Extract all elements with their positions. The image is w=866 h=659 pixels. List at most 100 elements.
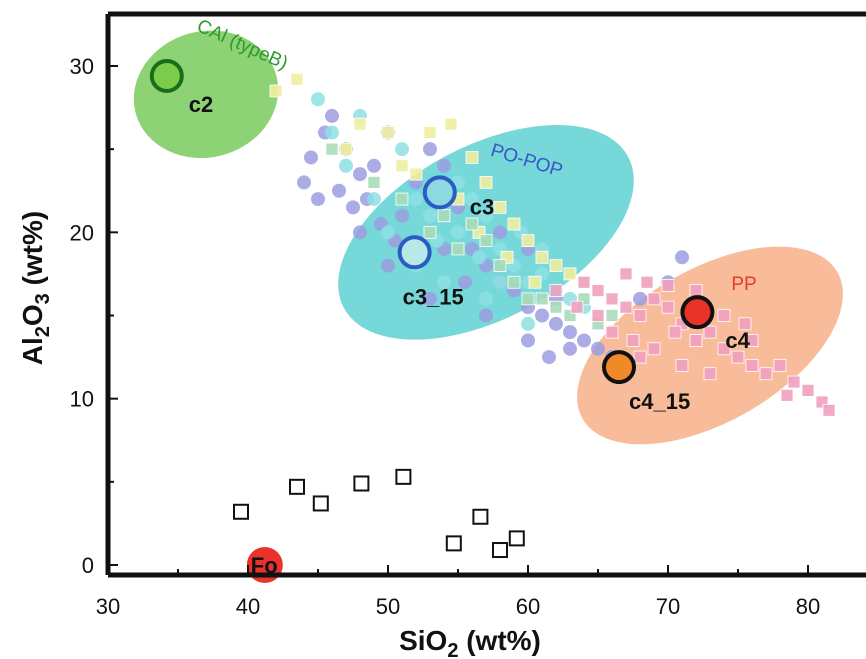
- data-point: [549, 300, 563, 314]
- data-point: [493, 200, 507, 214]
- labeled-point-marker: [149, 58, 184, 93]
- data-point: [549, 316, 563, 331]
- data-point: [563, 325, 577, 340]
- data-point: [353, 225, 367, 240]
- data-point: [535, 292, 549, 306]
- data-point: [591, 284, 605, 297]
- data-point: [591, 309, 605, 322]
- data-point: [717, 342, 731, 356]
- data-point: [465, 217, 479, 231]
- data-point: [353, 167, 367, 182]
- labeled-point-marker: [422, 175, 457, 210]
- data-point: [633, 309, 647, 322]
- data-point: [332, 183, 346, 198]
- data-point: [668, 325, 682, 339]
- data-point: [738, 317, 752, 331]
- data-point: [381, 258, 395, 273]
- field-label: PP: [731, 274, 756, 295]
- data-point: [290, 72, 304, 86]
- open-square-point: [395, 468, 412, 485]
- x-tick-label: 80: [796, 594, 820, 619]
- open-square-point: [445, 535, 462, 552]
- data-point: [437, 209, 451, 223]
- data-point: [325, 108, 339, 123]
- data-point: [647, 342, 661, 356]
- labeled-point-label: c3: [470, 194, 494, 219]
- data-point: [465, 192, 479, 207]
- data-point: [640, 275, 654, 289]
- x-tick-label: 60: [516, 594, 540, 619]
- open-square-point: [492, 542, 508, 559]
- data-point: [521, 333, 535, 348]
- open-square-point: [289, 478, 305, 495]
- data-point: [381, 126, 395, 139]
- data-point: [367, 176, 381, 189]
- data-point: [423, 291, 437, 306]
- data-point: [346, 200, 360, 215]
- data-point: [493, 259, 507, 273]
- data-point: [780, 388, 794, 402]
- data-point: [521, 292, 535, 306]
- data-point: [549, 284, 563, 297]
- data-point: [549, 259, 563, 273]
- y-tick-label: 10: [70, 387, 94, 412]
- data-point: [605, 292, 619, 306]
- data-point: [563, 341, 577, 356]
- data-point: [577, 275, 591, 289]
- data-point: [507, 275, 521, 289]
- data-point: [395, 208, 409, 223]
- data-point: [479, 176, 493, 189]
- data-point: [745, 358, 759, 372]
- x-tick-label: 40: [236, 594, 260, 619]
- x-tick-label: 70: [656, 594, 680, 619]
- data-cloud-layer: [269, 72, 836, 417]
- data-point: [367, 158, 381, 173]
- data-point: [423, 225, 437, 239]
- data-point: [689, 284, 703, 297]
- data-point: [647, 292, 661, 306]
- data-point: [451, 225, 465, 240]
- data-point: [339, 158, 353, 173]
- data-point: [367, 192, 381, 207]
- data-point: [521, 234, 535, 248]
- open-square-point: [508, 530, 525, 547]
- data-point: [479, 308, 493, 323]
- data-point: [605, 309, 619, 322]
- open-square-point: [233, 503, 249, 520]
- data-point: [297, 175, 311, 190]
- labeled-point-label: c2: [189, 92, 213, 117]
- data-point: [570, 300, 584, 314]
- data-point: [395, 159, 409, 173]
- data-point: [458, 275, 472, 290]
- labeled-point-label: c4_15: [629, 389, 690, 414]
- data-point: [745, 334, 759, 347]
- data-point: [423, 208, 437, 223]
- data-point: [801, 383, 815, 397]
- data-point: [472, 250, 486, 265]
- data-point: [339, 142, 353, 156]
- data-point: [304, 150, 318, 165]
- data-point: [493, 275, 507, 290]
- data-point: [437, 275, 451, 290]
- data-point: [689, 334, 703, 347]
- data-point: [381, 225, 395, 240]
- data-point: [619, 267, 633, 281]
- data-point: [444, 117, 458, 131]
- data-point: [661, 279, 675, 292]
- data-point: [409, 167, 423, 181]
- data-point: [528, 275, 542, 289]
- data-point: [759, 367, 773, 381]
- data-point: [703, 325, 717, 339]
- axes-layer: 30 40 50 60 70 80 0 10 20 30 SiO2 (wt%) Al2O3 (wt%): [17, 11, 866, 659]
- x-tick-label: 50: [376, 594, 400, 619]
- data-point: [423, 126, 437, 139]
- labeled-point-marker: [397, 235, 432, 270]
- data-point: [395, 192, 409, 206]
- data-point: [787, 375, 801, 389]
- data-point: [311, 192, 325, 207]
- data-point: [437, 158, 451, 173]
- data-point: [479, 234, 493, 248]
- open-square-point: [353, 475, 370, 492]
- data-point: [605, 325, 619, 339]
- data-point: [535, 250, 549, 264]
